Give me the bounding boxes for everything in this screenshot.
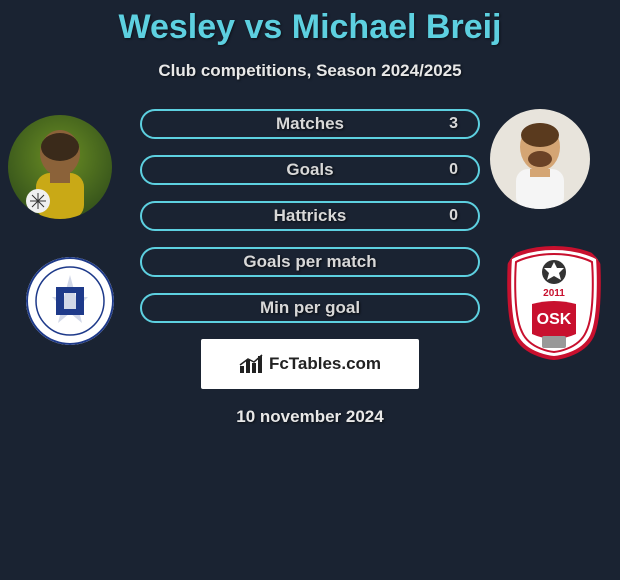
club-left-crest: [26, 257, 114, 345]
stat-value-right: 0: [449, 207, 458, 225]
stat-label: Goals: [286, 160, 333, 180]
stat-value-right: 3: [449, 115, 458, 133]
avatar: [8, 115, 112, 219]
stat-label: Matches: [276, 114, 344, 134]
stat-row-goals-per-match: Goals per match: [140, 247, 480, 277]
stat-label: Goals per match: [243, 252, 376, 272]
page-title: Wesley vs Michael Breij: [0, 0, 620, 47]
attribution-text: FcTables.com: [269, 354, 381, 374]
stat-label: Hattricks: [274, 206, 347, 226]
svg-text:2011: 2011: [543, 288, 565, 299]
bar-chart-icon: [239, 354, 263, 374]
stat-label: Min per goal: [260, 298, 360, 318]
page-subtitle: Club competitions, Season 2024/2025: [0, 61, 620, 81]
club-right-crest: 2011 OSK: [502, 244, 606, 360]
stat-row-hattricks: Hattricks 0: [140, 201, 480, 231]
avatar: [490, 109, 590, 209]
crest-icon: 2011 OSK: [502, 244, 606, 360]
crest-icon: [26, 257, 114, 345]
player-left-photo: [8, 115, 112, 219]
attribution-box[interactable]: FcTables.com: [201, 339, 419, 389]
player-right-photo: [490, 109, 590, 209]
stat-value-right: 0: [449, 161, 458, 179]
stats-list: Matches 3 Goals 0 Hattricks 0 Goals per …: [140, 109, 480, 323]
comparison-area: 2011 OSK Matches 3 Goals 0 Hattricks 0 G…: [0, 109, 620, 427]
stat-row-matches: Matches 3: [140, 109, 480, 139]
date-text: 10 november 2024: [0, 407, 620, 427]
svg-text:OSK: OSK: [537, 311, 572, 328]
stat-row-min-per-goal: Min per goal: [140, 293, 480, 323]
stat-row-goals: Goals 0: [140, 155, 480, 185]
